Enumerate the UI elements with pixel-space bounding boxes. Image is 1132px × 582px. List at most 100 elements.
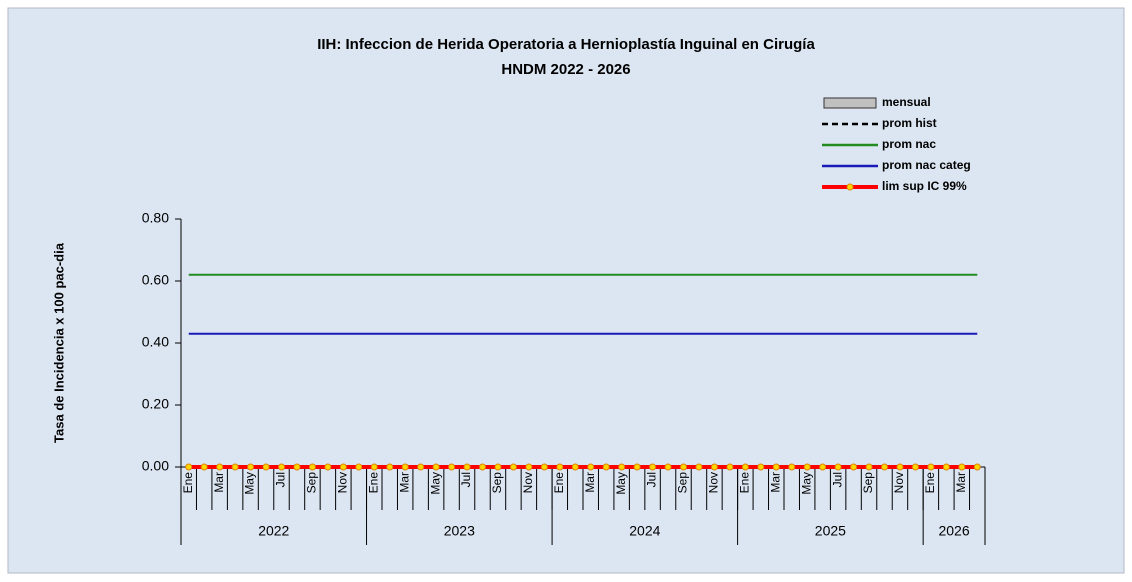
series-marker	[881, 463, 888, 471]
legend-label: lim sup IC 99%	[882, 179, 967, 193]
y-tick-label: 0.40	[142, 334, 169, 350]
x-tick-label: Ene	[552, 472, 566, 494]
legend-label: prom hist	[882, 116, 937, 130]
group-label: 2022	[258, 523, 289, 539]
series-marker	[942, 463, 950, 471]
series-marker	[896, 463, 904, 471]
series-marker	[525, 463, 533, 471]
series-marker	[216, 463, 224, 471]
x-tick-label: Ene	[923, 472, 937, 494]
series-marker	[417, 463, 425, 471]
legend-label: mensual	[882, 95, 931, 109]
x-tick-label: Sep	[490, 472, 504, 494]
series-marker	[324, 463, 332, 471]
series-marker	[850, 463, 858, 471]
legend-marker	[846, 183, 854, 191]
x-tick-label: Nov	[336, 472, 350, 493]
series-marker	[834, 463, 842, 471]
series-marker	[293, 463, 301, 471]
x-tick-label: Nov	[892, 472, 906, 493]
series-marker	[185, 463, 193, 471]
series-marker	[463, 463, 471, 471]
group-label: 2025	[815, 523, 846, 539]
series-marker	[865, 463, 873, 471]
series-marker	[649, 463, 657, 471]
x-tick-label: Mar	[768, 472, 782, 493]
series-marker	[788, 463, 796, 471]
y-tick-label: 0.60	[142, 272, 169, 288]
series-marker	[803, 463, 811, 471]
y-tick-label: 0.00	[142, 458, 169, 474]
series-marker	[370, 463, 378, 471]
series-marker	[355, 463, 363, 471]
x-tick-label: Jul	[459, 472, 473, 487]
series-marker	[509, 463, 517, 471]
x-tick-label: Mar	[397, 472, 411, 493]
series-marker	[973, 463, 981, 471]
series-marker	[200, 463, 208, 471]
series-marker	[664, 463, 672, 471]
series-marker	[587, 463, 595, 471]
x-tick-label: Sep	[861, 472, 875, 494]
series-marker	[339, 463, 347, 471]
series-marker	[741, 463, 749, 471]
legend-label: prom nac categ	[882, 158, 971, 172]
series-marker	[710, 463, 718, 471]
series-marker	[927, 463, 935, 471]
series-marker	[556, 463, 564, 471]
series-marker	[772, 463, 780, 471]
legend-label: prom nac	[882, 137, 936, 151]
group-label: 2026	[938, 523, 969, 539]
y-axis-label: Tasa de Incidencia x 100 pac-dia	[51, 242, 66, 443]
series-marker	[571, 463, 579, 471]
x-tick-label: May	[799, 472, 813, 495]
chart-title: IIH: Infeccion de Herida Operatoria a He…	[317, 36, 815, 53]
series-marker	[602, 463, 610, 471]
x-tick-label: Ene	[738, 472, 752, 494]
x-tick-label: Sep	[676, 472, 690, 494]
x-tick-label: Jul	[830, 472, 844, 487]
y-tick-label: 0.20	[142, 396, 169, 412]
series-marker	[618, 463, 626, 471]
series-marker	[432, 463, 440, 471]
y-tick-label: 0.80	[142, 210, 169, 226]
series-marker	[247, 463, 255, 471]
series-marker	[958, 463, 966, 471]
series-marker	[494, 463, 502, 471]
x-tick-label: Ene	[366, 472, 380, 494]
series-marker	[401, 463, 409, 471]
x-tick-label: Sep	[305, 472, 319, 494]
series-marker	[479, 463, 486, 471]
x-tick-label: Jul	[645, 472, 659, 487]
series-marker	[911, 463, 919, 471]
series-marker	[308, 463, 316, 471]
x-tick-label: Nov	[521, 472, 535, 493]
x-tick-label: Mar	[583, 472, 597, 493]
x-tick-label: May	[614, 472, 628, 495]
series-marker	[262, 463, 270, 471]
series-marker	[231, 463, 239, 471]
legend-swatch	[823, 97, 877, 109]
chart-subtitle: HNDM 2022 - 2026	[501, 61, 630, 78]
x-tick-label: Jul	[274, 472, 288, 487]
chart-background	[7, 7, 1125, 574]
series-marker	[726, 463, 734, 471]
series-marker	[819, 463, 827, 471]
series-marker	[448, 463, 456, 471]
series-marker	[633, 463, 641, 471]
group-label: 2023	[444, 523, 475, 539]
group-label: 2024	[629, 523, 660, 539]
x-tick-label: Mar	[954, 472, 968, 493]
x-tick-label: May	[243, 472, 257, 495]
x-tick-label: Mar	[212, 472, 226, 493]
series-marker	[540, 463, 548, 471]
x-tick-label: Nov	[707, 472, 721, 493]
series-marker	[386, 463, 394, 471]
series-marker	[680, 463, 687, 471]
x-tick-label: May	[428, 472, 442, 495]
x-tick-label: Ene	[181, 472, 195, 494]
series-marker	[695, 463, 703, 471]
series-marker	[278, 463, 285, 471]
